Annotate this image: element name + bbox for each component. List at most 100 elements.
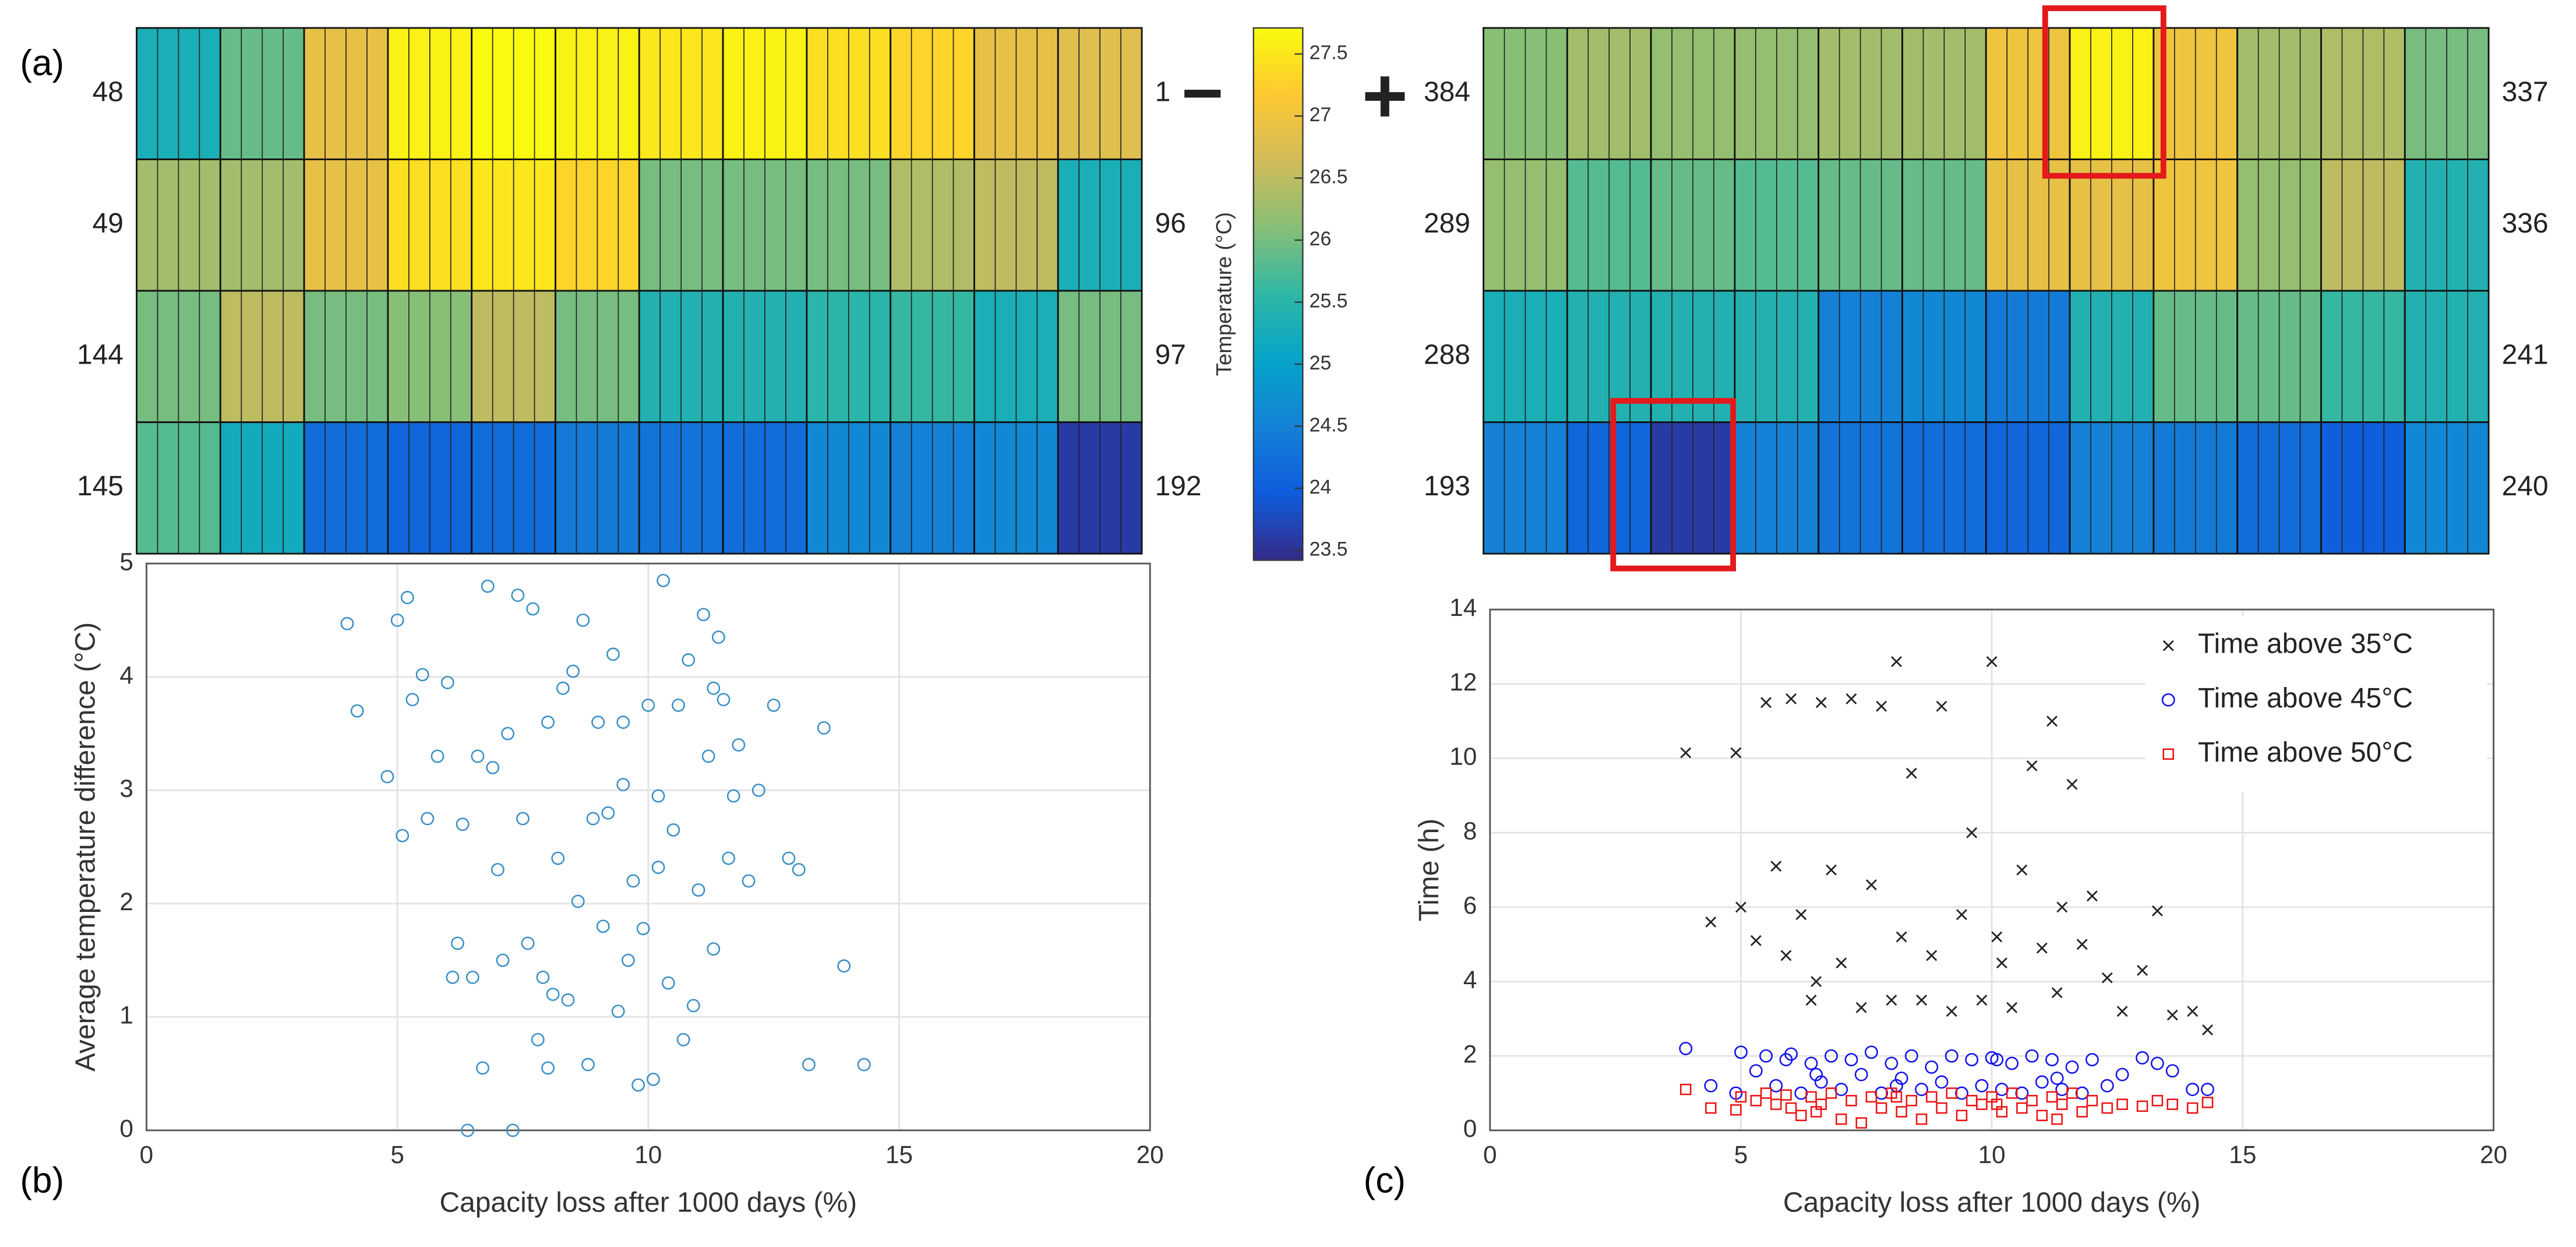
legend-box: [2145, 616, 2487, 792]
marker-x: [2137, 964, 2148, 976]
marker-circle: [1875, 1086, 1889, 1100]
marker-circle: [1809, 1068, 1823, 1082]
marker-square: [2026, 1095, 2038, 1107]
marker-circle: [591, 716, 605, 729]
marker-circle: [1769, 1079, 1783, 1093]
marker-circle: [2161, 693, 2175, 707]
marker-circle: [661, 976, 675, 990]
row-label: 48: [93, 76, 123, 107]
marker-circle: [486, 760, 500, 774]
marker-circle: [626, 874, 640, 888]
colorbar-label: Temperature (°C): [1212, 212, 1236, 376]
marker-x: [1735, 901, 1746, 913]
marker-x: [1876, 700, 1887, 712]
marker-circle: [1825, 1049, 1838, 1063]
y-tick-label: 2: [1463, 1040, 1477, 1068]
marker-x: [2066, 779, 2078, 790]
marker-square: [1946, 1087, 1957, 1099]
x-tick-label: 20: [2480, 1141, 2507, 1168]
marker-circle: [742, 874, 756, 888]
marker-circle: [616, 716, 630, 729]
marker-circle: [2015, 1086, 2029, 1100]
marker-circle: [1784, 1047, 1798, 1061]
marker-square: [1770, 1098, 1782, 1110]
marker-square: [2046, 1091, 2058, 1103]
marker-circle: [1925, 1060, 1939, 1074]
marker-circle: [551, 851, 565, 865]
marker-square: [1991, 1098, 2003, 1110]
marker-circle: [536, 970, 550, 984]
marker-circle: [516, 812, 530, 826]
marker-square: [1905, 1095, 1918, 1107]
colorbar-tick-label: 24: [1310, 476, 1332, 498]
colorbar-tick-label: 26.5: [1310, 166, 1348, 188]
marker-square: [1795, 1109, 1807, 1122]
marker-circle: [1749, 1064, 1763, 1078]
marker-x: [2036, 942, 2048, 954]
marker-square: [2086, 1095, 2098, 1107]
colorbar-tick-label: 27.5: [1310, 42, 1348, 64]
marker-x: [1966, 827, 1978, 839]
marker-square: [2162, 748, 2174, 760]
y-axis-label: Time (h): [1414, 819, 1445, 922]
marker-square: [1875, 1102, 1887, 1114]
marker-circle: [1794, 1086, 1808, 1100]
marker-circle: [2136, 1051, 2149, 1065]
row-label: 337: [2502, 76, 2549, 107]
marker-x: [1865, 879, 1877, 890]
marker-circle: [446, 970, 460, 984]
marker-circle: [1759, 1049, 1773, 1063]
y-tick-label: 5: [119, 548, 133, 575]
marker-circle: [471, 749, 485, 763]
marker-square: [2066, 1087, 2078, 1099]
marker-circle: [711, 630, 725, 644]
marker-x: [2026, 760, 2038, 772]
row-label: 289: [1424, 208, 1470, 239]
y-tick-label: 14: [1449, 594, 1477, 621]
marker-circle: [2100, 1079, 2114, 1093]
marker-square: [2016, 1102, 2028, 1114]
marker-circle: [726, 789, 740, 803]
marker-x: [1976, 994, 1988, 1006]
marker-x: [1905, 767, 1917, 779]
marker-circle: [697, 608, 710, 622]
marker-circle: [707, 681, 721, 695]
marker-x: [1750, 935, 1762, 946]
marker-x: [1730, 747, 1742, 759]
axes-box: [1489, 608, 2494, 1132]
marker-square: [1855, 1117, 1867, 1129]
x-axis-label: Capacity loss after 1000 days (%): [1783, 1187, 2201, 1218]
marker-square: [1750, 1095, 1762, 1107]
marker-square: [1890, 1091, 1903, 1103]
marker-square: [1956, 1109, 1968, 1122]
legend-label: Time above 45°C: [2198, 683, 2413, 714]
marker-circle: [1704, 1079, 1718, 1093]
marker-circle: [2165, 1064, 2179, 1078]
marker-x: [2051, 987, 2063, 999]
marker-square: [2076, 1106, 2088, 1118]
marker-square: [2166, 1098, 2178, 1110]
marker-square: [1865, 1091, 1878, 1103]
marker-circle: [2045, 1053, 2059, 1066]
marker-x: [2162, 640, 2174, 651]
marker-x: [2202, 1024, 2213, 1035]
marker-circle: [465, 970, 479, 984]
marker-circle: [817, 721, 831, 735]
marker-circle: [611, 1005, 625, 1018]
colorbar-tick-label: 24.5: [1310, 414, 1348, 436]
y-tick-label: 0: [1463, 1115, 1477, 1142]
marker-circle: [556, 681, 570, 695]
marker-square: [1785, 1102, 1797, 1114]
marker-circle: [1965, 1053, 1979, 1066]
marker-square: [1915, 1113, 1928, 1125]
marker-circle: [2085, 1053, 2099, 1066]
marker-circle: [1955, 1086, 1968, 1100]
marker-square: [2151, 1095, 2164, 1107]
marker-circle: [521, 936, 535, 950]
marker-circle: [430, 749, 444, 763]
marker-circle: [767, 698, 781, 712]
x-tick-label: 10: [634, 1141, 662, 1168]
marker-circle: [1734, 1045, 1748, 1059]
marker-x: [1886, 994, 1897, 1006]
